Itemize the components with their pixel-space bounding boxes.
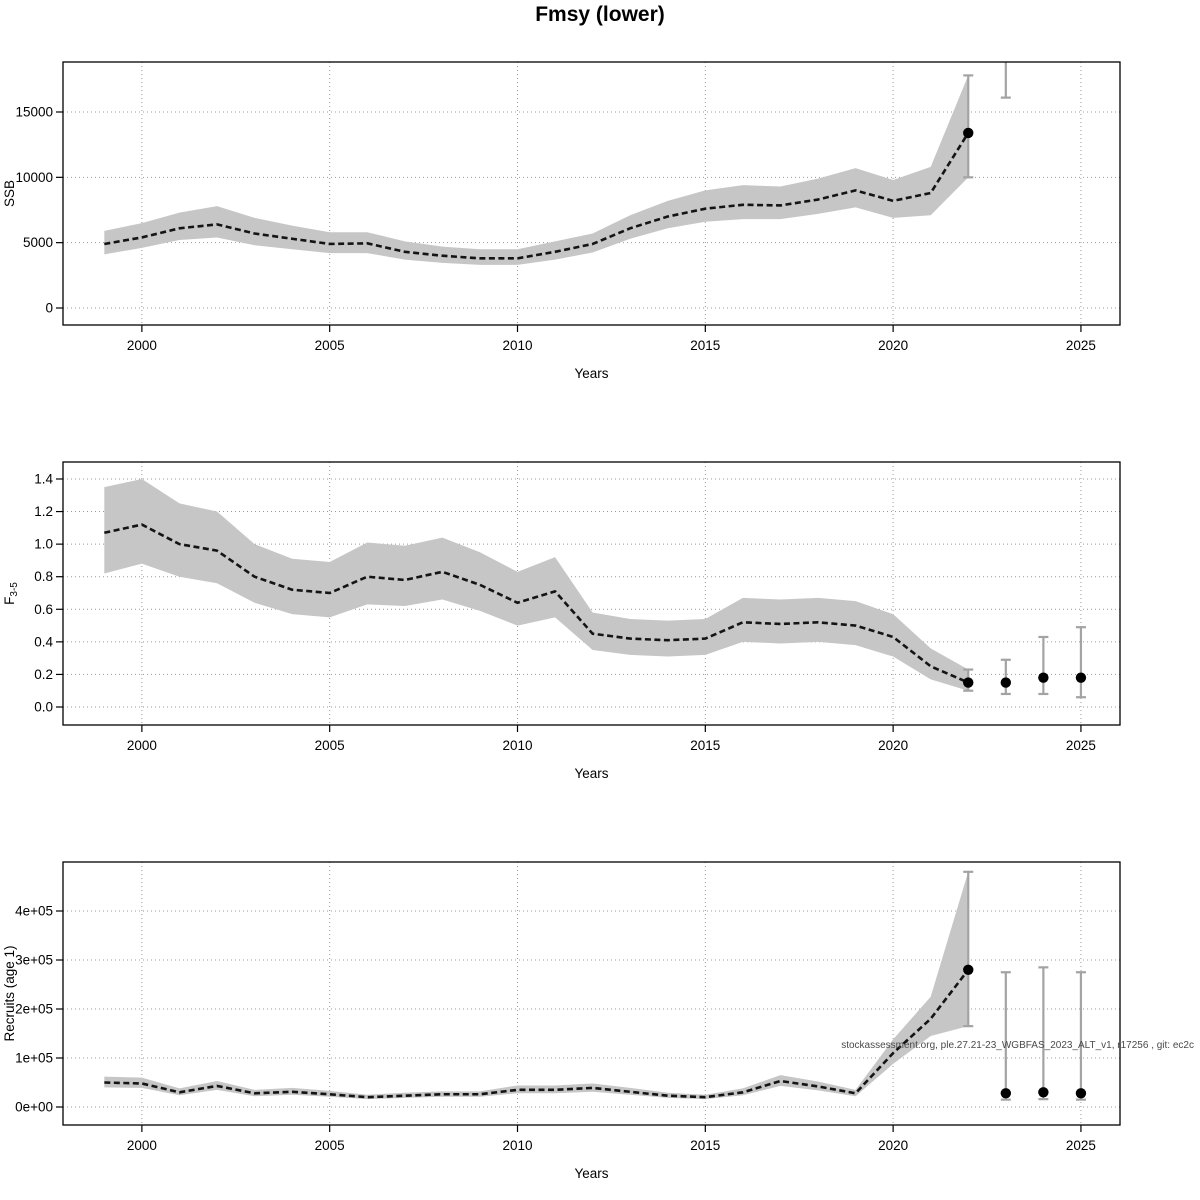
svg-text:1.0: 1.0: [34, 537, 53, 552]
svg-text:2005: 2005: [315, 1138, 345, 1153]
svg-text:2020: 2020: [878, 1138, 908, 1153]
svg-text:4e+05: 4e+05: [15, 904, 53, 919]
svg-text:2000: 2000: [127, 1138, 157, 1153]
svg-text:0.4: 0.4: [34, 634, 53, 649]
svg-text:1.2: 1.2: [34, 504, 53, 519]
svg-text:0.0: 0.0: [34, 700, 53, 715]
svg-text:15000: 15000: [15, 104, 53, 119]
svg-text:2025: 2025: [1066, 1138, 1096, 1153]
svg-text:2000: 2000: [127, 738, 157, 753]
svg-text:1e+05: 1e+05: [15, 1050, 53, 1065]
svg-text:2015: 2015: [690, 1138, 720, 1153]
svg-text:2005: 2005: [315, 738, 345, 753]
svg-text:Years: Years: [574, 766, 608, 781]
svg-text:SSB: SSB: [2, 180, 17, 207]
svg-text:2020: 2020: [878, 338, 908, 353]
svg-text:Recruits (age 1): Recruits (age 1): [2, 945, 17, 1041]
svg-text:2005: 2005: [315, 338, 345, 353]
svg-text:F3-5: F3-5: [2, 582, 20, 605]
plot-title: Fmsy (lower): [535, 3, 665, 26]
svg-text:0e+00: 0e+00: [15, 1099, 53, 1114]
svg-text:2025: 2025: [1066, 338, 1096, 353]
svg-text:0: 0: [45, 300, 53, 315]
svg-text:2010: 2010: [502, 738, 532, 753]
svg-text:0.6: 0.6: [34, 602, 53, 617]
svg-text:10000: 10000: [15, 170, 53, 185]
fishing-mortality-chart: 2000 2005 2010 2015 2020 2025 0.0 0.2 0.4 0.6 0.8 1…: [2, 461, 1121, 781]
svg-text:Years: Years: [574, 366, 608, 381]
watermark-text: stockassessment.org, ple.27.21-23_WGBFAS…: [841, 1040, 1194, 1051]
svg-text:0.2: 0.2: [34, 667, 53, 682]
svg-text:2e+05: 2e+05: [15, 1001, 53, 1016]
recruits-chart: 2000 2005 2010 2015 2020 2025 0e+00 1e+05 2e+05 3…: [2, 861, 1121, 1181]
svg-text:5000: 5000: [23, 235, 53, 250]
svg-text:2015: 2015: [690, 338, 720, 353]
ssb-chart: 2000 2005 2010 2015 2020 2025 0 5000 10000 15000 Y…: [2, 61, 1121, 381]
svg-text:3e+05: 3e+05: [15, 952, 53, 967]
svg-text:Years: Years: [574, 1166, 608, 1181]
svg-text:2010: 2010: [502, 338, 532, 353]
svg-text:2025: 2025: [1066, 738, 1096, 753]
svg-text:2020: 2020: [878, 738, 908, 753]
svg-text:0.8: 0.8: [34, 569, 53, 584]
svg-text:1.4: 1.4: [34, 471, 53, 486]
svg-text:2000: 2000: [127, 338, 157, 353]
svg-text:2010: 2010: [502, 1138, 532, 1153]
svg-text:2015: 2015: [690, 738, 720, 753]
